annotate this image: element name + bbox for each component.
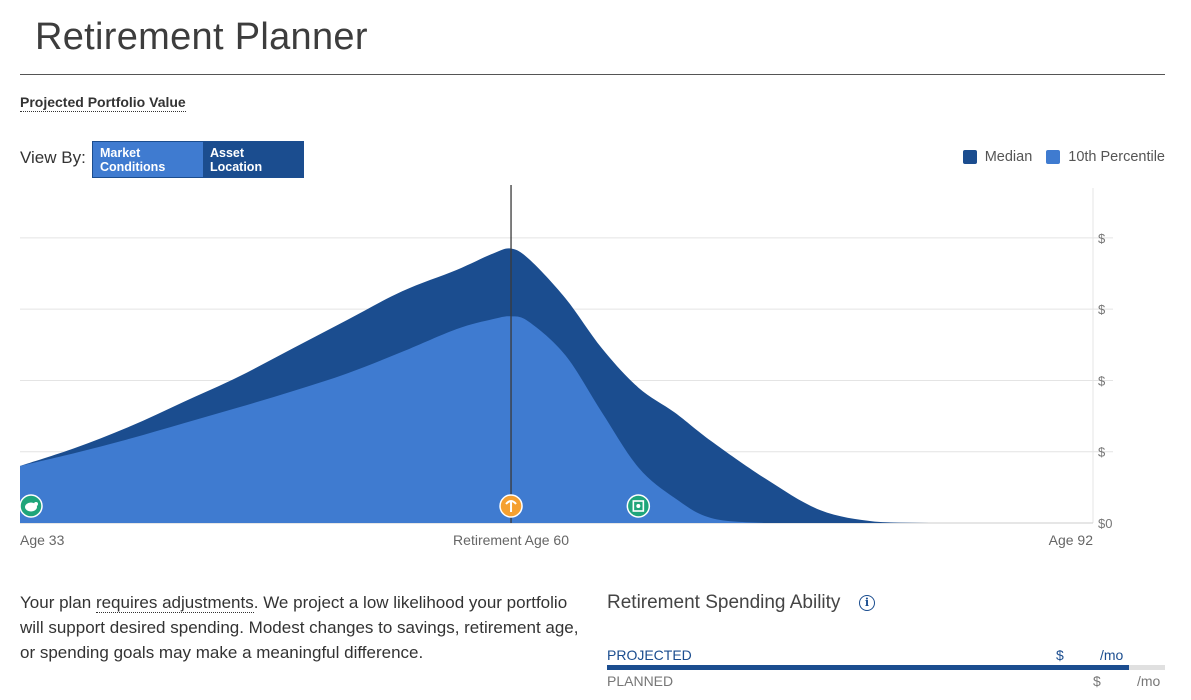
- area-series-10th-percentile: [20, 316, 1093, 523]
- y-tick-label: $: [1098, 373, 1106, 388]
- projected-bar-fill: [607, 665, 1129, 670]
- legend-item-median: Median: [962, 149, 1033, 165]
- market-conditions-button[interactable]: Market Conditions: [93, 142, 203, 177]
- summary-pre: Your plan: [20, 593, 96, 612]
- safe-icon[interactable]: [626, 494, 651, 518]
- view-by-label: View By:: [20, 148, 86, 167]
- planned-label: PLANNED: [607, 673, 674, 689]
- plan-summary: Your plan requires adjustments. We proje…: [20, 590, 580, 665]
- page-title: Retirement Planner: [35, 16, 368, 58]
- palm-tree-icon[interactable]: [499, 494, 523, 518]
- projected-unit: /mo: [1100, 647, 1124, 663]
- projected-bar-track: [607, 665, 1165, 670]
- info-icon[interactable]: i: [859, 595, 875, 611]
- piggy-bank-icon[interactable]: [19, 494, 43, 518]
- legend-label-10th-percentile: 10th Percentile: [1068, 149, 1165, 165]
- asset-location-button[interactable]: Asset Location: [203, 142, 303, 177]
- projected-currency: $: [1056, 647, 1064, 663]
- summary-post: . We project a low likelihood your portf…: [20, 593, 579, 662]
- legend-item-10th-percentile: 10th Percentile: [1046, 149, 1165, 165]
- y-tick-label: $: [1098, 302, 1106, 317]
- spending-ability-title: Retirement Spending Ability: [607, 592, 841, 613]
- portfolio-value-chart[interactable]: $0 $ $ $ $ Age 33 Retirement Age 60 Age 92: [0, 185, 1191, 555]
- x-tick-label: Retirement Age 60: [453, 532, 569, 548]
- legend-label-median: Median: [984, 149, 1033, 165]
- planned-currency: $: [1093, 673, 1101, 689]
- requires-adjustments-link[interactable]: requires adjustments: [95, 593, 254, 613]
- x-tick-label: Age 92: [1049, 532, 1094, 548]
- x-tick-label: Age 33: [20, 532, 65, 548]
- y-tick-label: $0: [1098, 516, 1112, 531]
- legend-swatch-median: [962, 150, 977, 164]
- y-tick-label: $: [1098, 231, 1106, 246]
- view-by-toggle: Market Conditions Asset Location: [92, 141, 304, 178]
- projected-label: PROJECTED: [607, 647, 692, 663]
- section-label[interactable]: Projected Portfolio Value: [20, 94, 186, 112]
- chart-legend: Median 10th Percentile: [949, 149, 1165, 165]
- legend-swatch-10th-percentile: [1046, 150, 1061, 164]
- title-divider: [20, 74, 1165, 75]
- planned-unit: /mo: [1137, 673, 1161, 689]
- y-tick-label: $: [1098, 445, 1106, 460]
